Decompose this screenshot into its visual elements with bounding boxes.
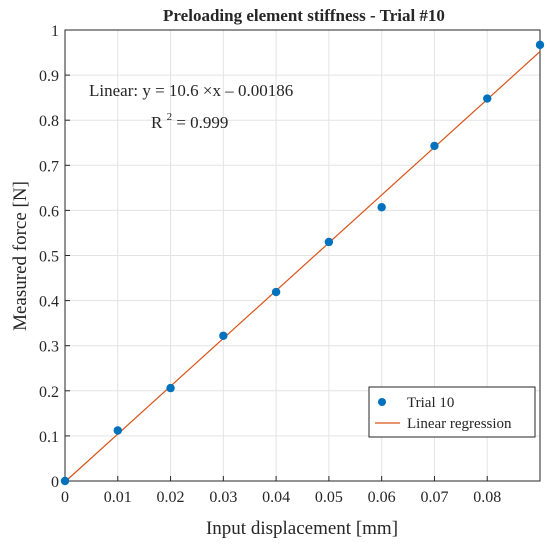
- grid: [64, 29, 540, 482]
- legend-label-trial-10: Trial 10: [407, 395, 454, 411]
- data-point: [113, 426, 122, 435]
- r-squared-annotation: R 2 = 0.999: [151, 105, 228, 132]
- x-axis-label: Input displacement [mm]: [206, 518, 398, 539]
- x-tick-label: 0.06: [368, 489, 396, 506]
- data-point: [377, 203, 386, 212]
- y-axis-ticks: 0 0.1 0.2 0.3 0.4 0.5 0.6 0.7 0.8 0.9 1: [39, 23, 70, 491]
- data-point: [483, 94, 492, 103]
- x-tick-label: 0.02: [157, 489, 185, 506]
- y-tick-label: 0: [51, 474, 59, 491]
- legend: Trial 10 Linear regression: [368, 386, 536, 438]
- chart-title: Preloading element stiffness - Trial #10: [163, 6, 445, 25]
- y-tick-label: 0.3: [39, 339, 59, 356]
- y-tick-label: 0.6: [39, 203, 59, 220]
- y-axis-label: Measured force [N]: [10, 181, 31, 331]
- x-tick-label: 0.03: [209, 489, 237, 506]
- y-tick-label: 0.5: [39, 249, 59, 266]
- x-tick-label: 0.08: [473, 489, 501, 506]
- r-squared-value: = 0.999: [176, 113, 228, 132]
- legend-marker-trial-10: [378, 398, 386, 406]
- regression-line: [65, 51, 541, 482]
- legend-box: [368, 386, 536, 438]
- x-tick-label: 0.01: [104, 489, 132, 506]
- x-axis-ticks: 0 0.01 0.02 0.03 0.04 0.05 0.06 0.07 0.08: [61, 476, 501, 506]
- legend-label-regression: Linear regression: [407, 416, 512, 432]
- r-squared-exponent: 2: [167, 111, 173, 123]
- data-point: [324, 237, 334, 247]
- data-point: [60, 476, 70, 486]
- y-tick-label: 0.8: [39, 113, 59, 130]
- r-squared-symbol: R: [151, 113, 163, 132]
- y-tick-label: 0.2: [39, 384, 59, 401]
- data-point: [271, 287, 281, 297]
- x-tick-label: 0: [61, 489, 69, 506]
- data-points: [60, 40, 545, 486]
- y-tick-label: 0.1: [39, 429, 59, 446]
- equation-annotation: Linear: y = 10.6 ×x – 0.00186: [89, 81, 293, 100]
- x-tick-label: 0.05: [315, 489, 343, 506]
- data-point: [430, 141, 439, 151]
- x-tick-label: 0.04: [262, 489, 290, 506]
- y-tick-label: 0.9: [39, 68, 59, 85]
- data-point: [219, 331, 228, 340]
- y-tick-label: 0.4: [39, 294, 59, 311]
- data-point: [535, 40, 545, 50]
- y-tick-label: 1: [51, 23, 59, 40]
- y-tick-label: 0.7: [39, 158, 59, 175]
- data-point: [166, 383, 175, 393]
- x-tick-label: 0.07: [420, 489, 448, 506]
